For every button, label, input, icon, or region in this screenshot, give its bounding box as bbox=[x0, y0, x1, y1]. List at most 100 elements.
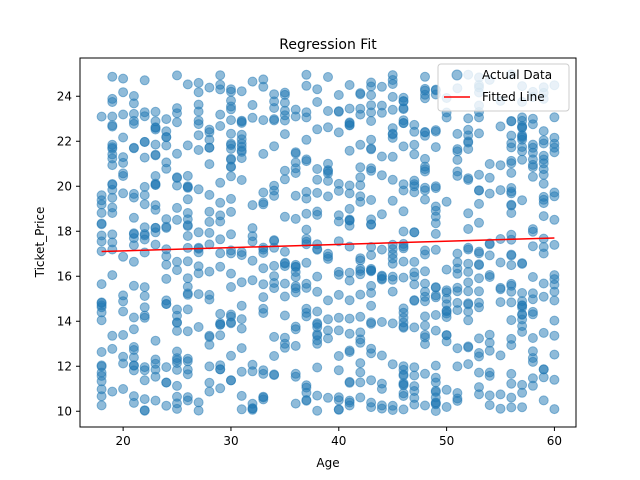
data-point bbox=[150, 395, 161, 406]
data-point bbox=[441, 308, 452, 319]
data-point bbox=[495, 121, 506, 132]
data-point bbox=[226, 375, 236, 386]
data-point bbox=[430, 377, 441, 388]
data-point bbox=[538, 372, 549, 383]
data-point bbox=[420, 291, 430, 302]
data-point bbox=[387, 253, 398, 264]
data-point bbox=[474, 217, 484, 228]
data-point bbox=[420, 166, 430, 177]
data-point bbox=[333, 185, 344, 196]
data-point bbox=[290, 287, 301, 298]
data-point bbox=[527, 241, 538, 252]
data-point bbox=[269, 370, 280, 381]
data-point bbox=[139, 137, 150, 147]
y-tick-label: 24 bbox=[57, 89, 72, 103]
data-point bbox=[333, 236, 344, 247]
data-point bbox=[312, 405, 323, 416]
data-point bbox=[204, 266, 215, 277]
data-point bbox=[107, 237, 118, 248]
data-point bbox=[128, 98, 139, 109]
data-point bbox=[96, 207, 107, 218]
x-tick-label: 30 bbox=[223, 434, 238, 448]
data-point bbox=[484, 159, 495, 169]
data-point bbox=[355, 269, 366, 280]
data-point bbox=[376, 383, 387, 394]
data-point bbox=[549, 295, 560, 306]
data-point bbox=[474, 333, 484, 344]
data-point bbox=[150, 335, 161, 346]
data-point bbox=[366, 134, 377, 145]
data-point bbox=[269, 114, 280, 125]
data-point bbox=[236, 145, 247, 156]
data-point bbox=[409, 139, 420, 150]
data-point bbox=[366, 402, 377, 413]
data-point bbox=[182, 353, 193, 364]
data-point bbox=[409, 256, 420, 267]
data-point bbox=[107, 192, 118, 203]
data-point bbox=[355, 289, 366, 300]
data-point bbox=[118, 188, 129, 199]
data-point bbox=[247, 359, 258, 370]
data-point bbox=[366, 195, 377, 205]
y-tick-label: 22 bbox=[57, 134, 72, 148]
data-point bbox=[355, 392, 366, 403]
data-point bbox=[474, 185, 484, 196]
data-point bbox=[226, 350, 236, 361]
data-point bbox=[226, 115, 236, 126]
data-point bbox=[204, 332, 215, 342]
data-point bbox=[204, 216, 215, 227]
data-point bbox=[484, 188, 495, 199]
data-point bbox=[420, 311, 430, 322]
data-point bbox=[290, 398, 301, 409]
data-point bbox=[484, 367, 495, 378]
data-point bbox=[517, 321, 528, 331]
data-point bbox=[420, 332, 430, 343]
data-point bbox=[182, 256, 193, 267]
data-point bbox=[398, 179, 409, 190]
data-point bbox=[193, 77, 204, 88]
data-point bbox=[226, 229, 236, 240]
data-point bbox=[301, 382, 312, 393]
data-point bbox=[366, 250, 377, 261]
data-point bbox=[226, 161, 236, 172]
data-point bbox=[258, 199, 269, 210]
data-point bbox=[527, 224, 538, 235]
data-point bbox=[312, 164, 323, 174]
data-point bbox=[150, 371, 161, 382]
data-point bbox=[452, 128, 463, 139]
data-point bbox=[452, 286, 463, 297]
data-point bbox=[128, 188, 139, 199]
data-point bbox=[549, 404, 560, 415]
data-point bbox=[150, 106, 161, 117]
data-point bbox=[139, 181, 150, 192]
data-point bbox=[139, 111, 150, 122]
data-point bbox=[182, 208, 193, 218]
data-point bbox=[301, 186, 312, 197]
data-point bbox=[107, 139, 118, 150]
data-point bbox=[387, 91, 398, 102]
data-point bbox=[269, 331, 280, 342]
data-point bbox=[279, 278, 290, 289]
data-point bbox=[215, 197, 226, 208]
data-point bbox=[96, 279, 107, 290]
data-point bbox=[430, 310, 441, 320]
data-point bbox=[495, 297, 506, 308]
data-point bbox=[172, 256, 182, 267]
data-point bbox=[118, 306, 129, 317]
data-point bbox=[430, 360, 441, 371]
plot-frame bbox=[79, 57, 577, 428]
data-point bbox=[269, 235, 280, 246]
data-point bbox=[269, 351, 280, 361]
data-point bbox=[538, 138, 549, 149]
data-point bbox=[161, 377, 172, 388]
data-point bbox=[376, 317, 387, 327]
data-point bbox=[193, 405, 204, 416]
data-point bbox=[344, 103, 355, 114]
data-point bbox=[463, 286, 474, 297]
data-point bbox=[420, 249, 430, 260]
data-point bbox=[409, 392, 420, 403]
data-point bbox=[128, 312, 139, 323]
data-point bbox=[441, 336, 452, 347]
data-point bbox=[204, 227, 215, 238]
data-point bbox=[215, 121, 226, 131]
